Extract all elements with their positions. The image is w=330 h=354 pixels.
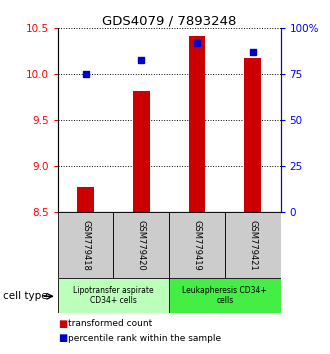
Bar <box>58 278 169 313</box>
Text: ■: ■ <box>58 319 67 329</box>
Text: GSM779419: GSM779419 <box>192 220 202 270</box>
Bar <box>77 187 94 212</box>
Text: GSM779420: GSM779420 <box>137 220 146 270</box>
Text: percentile rank within the sample: percentile rank within the sample <box>68 333 221 343</box>
Text: cell type: cell type <box>3 291 48 301</box>
Bar <box>225 212 280 278</box>
Text: Lipotransfer aspirate
CD34+ cells: Lipotransfer aspirate CD34+ cells <box>73 286 154 305</box>
Bar <box>244 58 261 212</box>
Text: ■: ■ <box>58 333 67 343</box>
Bar <box>114 212 169 278</box>
Bar <box>169 212 225 278</box>
Text: GSM779418: GSM779418 <box>81 220 90 270</box>
Text: transformed count: transformed count <box>68 319 152 329</box>
Bar <box>169 278 280 313</box>
Title: GDS4079 / 7893248: GDS4079 / 7893248 <box>102 14 236 27</box>
Bar <box>133 91 149 212</box>
Text: Leukapheresis CD34+
cells: Leukapheresis CD34+ cells <box>182 286 267 305</box>
Bar <box>189 36 205 212</box>
Bar <box>58 212 114 278</box>
Text: GSM779421: GSM779421 <box>248 220 257 270</box>
